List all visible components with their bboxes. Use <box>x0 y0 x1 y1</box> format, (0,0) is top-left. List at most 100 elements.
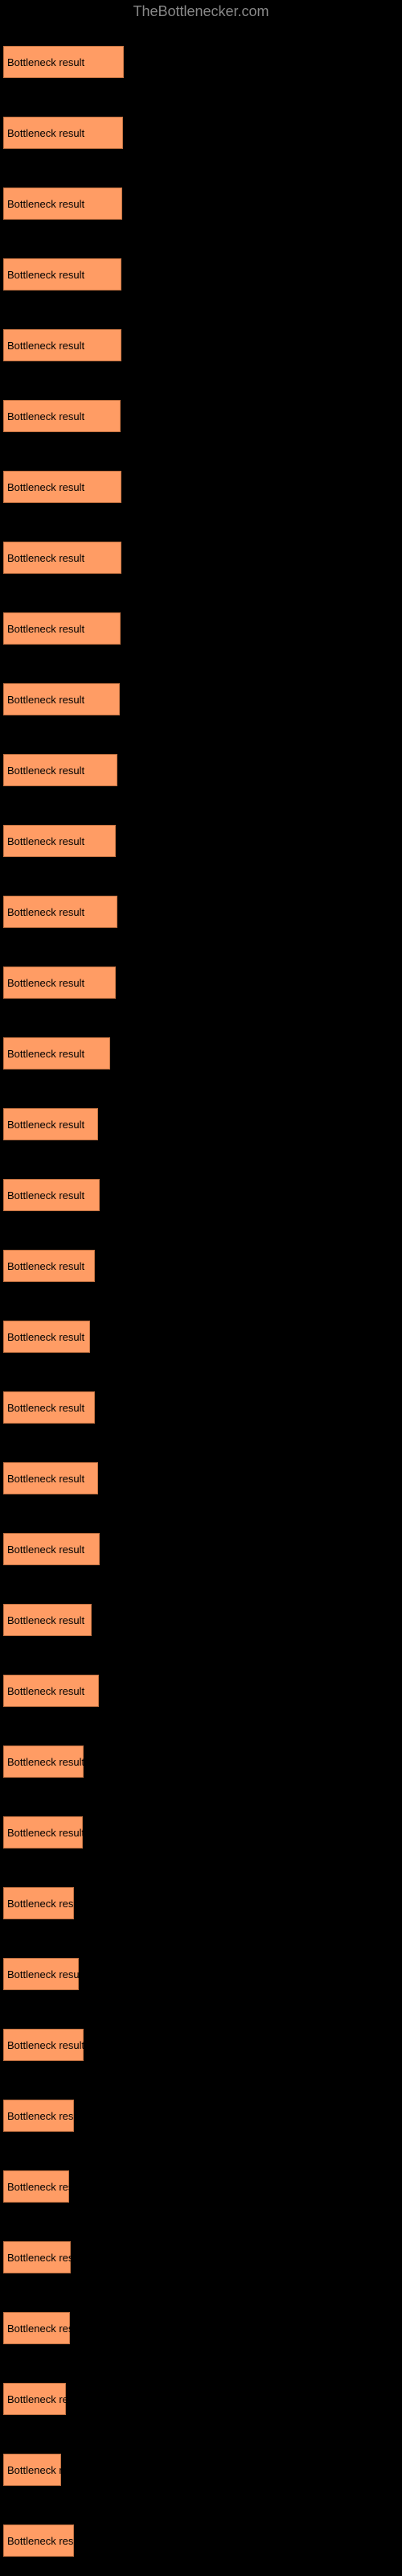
bottleneck-bar: Bottleneck result <box>3 471 121 503</box>
chart-row: Bottleneck result50 <box>3 947 399 1018</box>
chart-row: Bottleneck result 53.1% <box>3 522 399 593</box>
value-label: 54.3% <box>127 55 163 69</box>
bar-label: Bottleneck result <box>7 623 84 635</box>
bar-label: Bottleneck result <box>7 2181 84 2193</box>
bottleneck-bar: Bottleneck result <box>3 188 122 220</box>
bottleneck-bar: Bottleneck result <box>3 400 121 432</box>
bar-label: Bottleneck result <box>7 835 84 847</box>
bar-label: Bottleneck result <box>7 127 84 139</box>
chart-row: Bottleneck result <box>3 1160 399 1230</box>
bar-label: Bottleneck result <box>7 1898 84 1910</box>
value-label: 53.6% <box>125 196 162 211</box>
bar-label: Bottleneck result <box>7 552 84 564</box>
value-label: 54% <box>126 126 152 140</box>
bar-container: Bottleneck result <box>3 2100 74 2132</box>
bar-container: Bottleneck result <box>3 1037 110 1070</box>
bar-label: Bottleneck result <box>7 2535 84 2547</box>
value-label: 52.7% <box>124 409 160 423</box>
bottleneck-bar: Bottleneck result <box>3 612 121 645</box>
chart-row: Bottleneck result <box>3 2222 399 2293</box>
bottleneck-bar: Bottleneck result <box>3 1887 74 1919</box>
bottleneck-bar: Bottleneck result <box>3 258 121 291</box>
value-label: 53.3% <box>125 338 161 352</box>
bar-label: Bottleneck result <box>7 340 84 352</box>
bar-label: Bottleneck result <box>7 1260 84 1272</box>
chart-row: Bottleneck result50 <box>3 806 399 876</box>
bottleneck-bar: Bottleneck result <box>3 825 116 857</box>
bar-container: Bottleneck result <box>3 1321 90 1353</box>
bottleneck-bar: Bottleneck result <box>3 117 123 149</box>
chart-row: Bottleneck result51. <box>3 735 399 806</box>
bottleneck-bar: Bottleneck result <box>3 1391 95 1424</box>
page-header: TheBottlenecker.com <box>0 0 402 27</box>
chart-row: Bottleneck result <box>3 1089 399 1160</box>
chart-row: Bottleneck result <box>3 2505 399 2576</box>
value-label: 50 <box>119 975 133 990</box>
chart-row: Bottleneck result <box>3 1868 399 1939</box>
bottleneck-bar: Bottleneck result <box>3 2524 74 2557</box>
chart-row: Bottleneck result <box>3 1655 399 1726</box>
bottleneck-bar: Bottleneck result <box>3 1958 79 1990</box>
chart-row: Bottleneck result <box>3 2080 399 2151</box>
bar-label: Bottleneck result <box>7 1614 84 1626</box>
bar-container: Bottleneck result <box>3 1533 100 1565</box>
bottleneck-bar: Bottleneck result <box>3 2029 84 2061</box>
chart-row: Bottleneck result <box>3 1018 399 1089</box>
chart-row: Bottleneck result 52.4% <box>3 664 399 735</box>
chart-row: Bottleneck result52.7% <box>3 593 399 664</box>
bar-container: Bottleneck result <box>3 2170 69 2203</box>
chart-row: Bottleneck result <box>3 2151 399 2222</box>
chart-row: Bottleneck result <box>3 1939 399 2009</box>
bar-container: Bottleneck result <box>3 2524 74 2557</box>
chart-row: Bottleneck result <box>3 1443 399 1514</box>
chart-row: Bottleneck result52.7% <box>3 381 399 451</box>
bar-container: Bottleneck result54.3% <box>3 46 163 78</box>
bar-container: Bottleneck result <box>3 1745 84 1778</box>
bar-container: Bottleneck result 54% <box>3 117 152 149</box>
value-label: 53.1% <box>125 550 161 565</box>
bottleneck-bar: Bottleneck result <box>3 1108 98 1140</box>
bar-container: Bottleneck result <box>3 2383 66 2415</box>
bottleneck-bar: Bottleneck result <box>3 329 121 361</box>
bottleneck-bar: Bottleneck result <box>3 967 116 999</box>
bar-label: Bottleneck result <box>7 1048 84 1060</box>
bottleneck-bar: Bottleneck result <box>3 1745 84 1778</box>
bar-label: Bottleneck result <box>7 481 84 493</box>
chart-row: Bottleneck result <box>3 1230 399 1301</box>
bar-container: Bottleneck result <box>3 2241 71 2273</box>
bottleneck-bar: Bottleneck result <box>3 2454 61 2486</box>
bottleneck-bar: Bottleneck result <box>3 1816 83 1849</box>
bottleneck-bar: Bottleneck result <box>3 2312 70 2344</box>
bar-label: Bottleneck result <box>7 1119 84 1131</box>
bar-label: Bottleneck result <box>7 198 84 210</box>
bar-label: Bottleneck result <box>7 2110 84 2122</box>
bottleneck-bar: Bottleneck result <box>3 1321 90 1353</box>
bar-label: Bottleneck result <box>7 765 84 777</box>
bar-label: Bottleneck result <box>7 1756 84 1768</box>
bottleneck-bar: Bottleneck result <box>3 754 117 786</box>
bar-label: Bottleneck result <box>7 906 84 918</box>
value-label: 52.4% <box>123 692 159 707</box>
bottleneck-bar: Bottleneck result <box>3 2241 71 2273</box>
bar-container: Bottleneck result 53.1% <box>3 542 161 574</box>
bar-label: Bottleneck result <box>7 2464 84 2476</box>
chart-row: Bottleneck result <box>3 2009 399 2080</box>
chart-row: Bottleneck result <box>3 1372 399 1443</box>
bottleneck-chart: Bottleneck result54.3%Bottleneck result5… <box>0 27 402 2576</box>
bar-label: Bottleneck result <box>7 2252 84 2264</box>
bar-container: Bottleneck result 53.6% <box>3 188 162 220</box>
bar-container: Bottleneck result <box>3 2029 84 2061</box>
bar-label: Bottleneck result <box>7 694 84 706</box>
bar-container: Bottleneck result 53.3% <box>3 329 161 361</box>
chart-row: Bottleneck result 53.2% <box>3 239 399 310</box>
chart-row: Bottleneck result <box>3 2293 399 2364</box>
bottleneck-bar: Bottleneck result <box>3 683 120 715</box>
bottleneck-bar: Bottleneck result <box>3 2100 74 2132</box>
bar-container: Bottleneck result <box>3 1179 100 1211</box>
chart-row: Bottleneck result 53.6% <box>3 168 399 239</box>
chart-row: Bottleneck result <box>3 1726 399 1797</box>
bar-container: Bottleneck result52.7% <box>3 400 160 432</box>
bar-label: Bottleneck result <box>7 1189 84 1201</box>
value-label: 53.2% <box>125 267 161 282</box>
chart-row: Bottleneck result51. <box>3 876 399 947</box>
